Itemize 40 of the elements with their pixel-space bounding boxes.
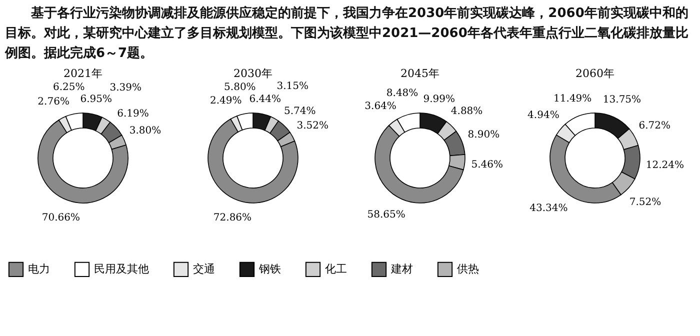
data-label: 9.99%: [423, 94, 455, 106]
data-label: 72.86%: [213, 212, 252, 224]
data-label: 5.80%: [224, 82, 256, 94]
data-label: 2.49%: [210, 96, 242, 107]
legend-label: 供热: [457, 262, 479, 276]
chart-title: 2030年: [234, 67, 272, 80]
chart-title: 2045年: [400, 67, 440, 80]
data-label: 43.34%: [530, 202, 568, 214]
data-label: 6.95%: [80, 94, 112, 105]
data-label: 7.52%: [629, 197, 662, 208]
chart-title: 2060年: [576, 67, 614, 80]
data-label: 6.19%: [117, 108, 149, 120]
data-label: 11.49%: [554, 94, 592, 105]
data-label: 6.72%: [638, 120, 671, 132]
text: 基于各行业污染物协调减排及能源供应稳定的前提下，我国力争在2030年前实现碳达峰，2060年前实现碳中和的目标。对此，某研究中心建立了多目标规划模型。下图为该模型中2021—2060年各代表年重点行业二氧化碳排放量比例图。据此完成6～7题。: [5, 6, 688, 61]
data-label: 3.64%: [364, 100, 396, 112]
data-label: 3.52%: [296, 120, 328, 132]
data-label: 6.44%: [249, 94, 282, 105]
legend-label: 交通: [193, 262, 215, 276]
data-label: 6.25%: [53, 82, 85, 94]
data-label: 70.66%: [42, 212, 80, 224]
data-label: 5.46%: [471, 159, 504, 170]
data-label: 4.94%: [528, 110, 560, 122]
legend-label: 建材: [390, 262, 413, 276]
data-label: 5.74%: [284, 106, 316, 117]
data-label: 2.76%: [38, 96, 70, 108]
legend-label: 电力: [28, 262, 50, 276]
data-label: 8.90%: [468, 129, 500, 140]
data-label: 8.48%: [386, 88, 418, 100]
data-label: 13.75%: [602, 94, 642, 106]
legend-label: 钢铁: [258, 262, 281, 276]
legend-label: 化工: [325, 262, 347, 276]
data-label: 3.80%: [129, 126, 162, 137]
legend-label: 民用及其他: [94, 262, 149, 276]
chart-title: 2021年: [64, 67, 102, 80]
data-label: 4.88%: [450, 106, 483, 117]
data-label: 3.39%: [110, 82, 142, 94]
data-label: 12.24%: [646, 160, 684, 172]
data-label: 58.65%: [367, 210, 406, 221]
data-label: 3.15%: [276, 81, 308, 92]
